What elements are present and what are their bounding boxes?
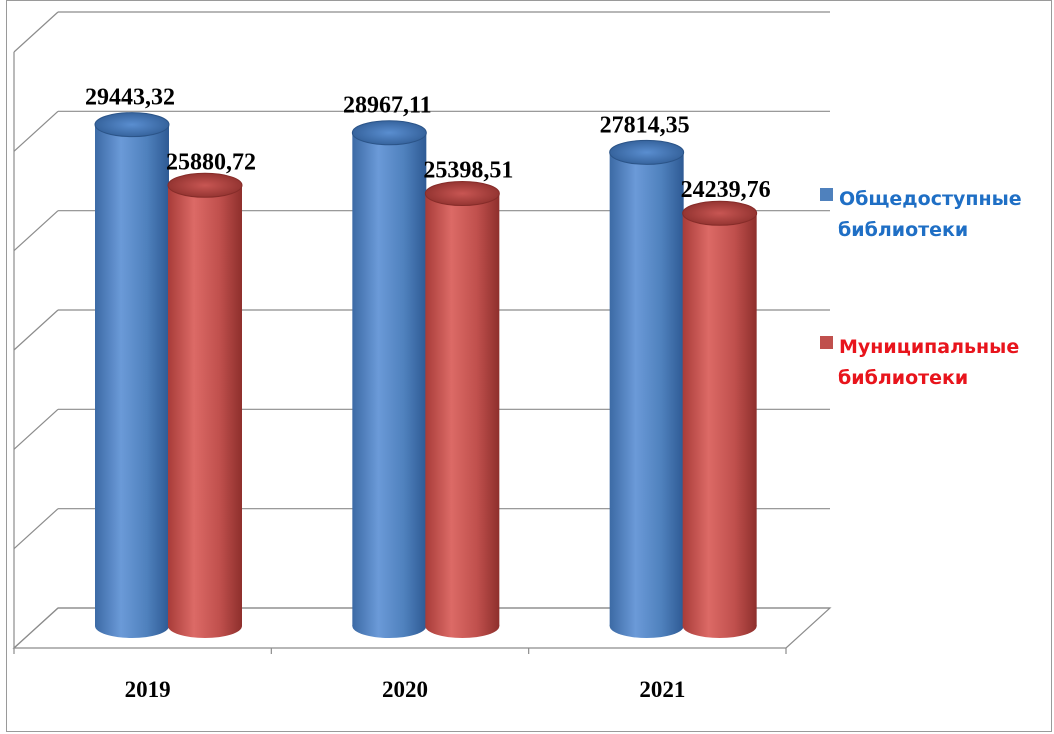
gridline-side [13, 11, 59, 53]
bars [94, 112, 758, 638]
gridline-side [13, 408, 59, 450]
legend-swatch [820, 188, 833, 201]
data-label: 24239,76 [681, 177, 771, 203]
bar-2019-public [94, 112, 170, 638]
bar-2020-public-body [352, 132, 427, 626]
category-label: 2020 [382, 677, 428, 702]
bar-2019-public-body [95, 124, 169, 627]
bar-2020-public-top [351, 120, 427, 146]
data-labels: 29443,32 25880,72 28967,11 25398,51 27814,35… [85, 85, 771, 204]
data-label: 29443,32 [85, 85, 175, 111]
bar-2020-municipal-top [424, 180, 500, 206]
category-label: 2021 [639, 677, 685, 702]
bar-2019-municipal-top [167, 172, 243, 198]
bar-2021-public-body [609, 152, 684, 626]
bar-2020-municipal-body [425, 193, 500, 626]
gridline-side [13, 210, 59, 252]
data-label: 28967,11 [343, 93, 432, 119]
bar-2019-municipal-bottom [168, 614, 242, 638]
bar-2019-public-top [94, 112, 170, 138]
bar-2021-municipal-bottom [682, 614, 757, 638]
bar-2021-public [609, 139, 685, 638]
bar-2021-public-bottom [609, 614, 684, 638]
bar-2021-municipal-top [682, 200, 758, 226]
bar-2020-public-bottom [352, 614, 427, 638]
category-labels: 2019 2020 2021 [125, 677, 686, 702]
bar-2021-municipal-body [682, 213, 757, 627]
bar-2020-municipal [424, 180, 500, 638]
data-label: 27814,35 [600, 112, 690, 138]
data-label: 25398,51 [423, 157, 513, 183]
gridline-side [13, 110, 59, 152]
category-label: 2019 [125, 677, 171, 702]
bar-2019-municipal [167, 172, 243, 638]
bar-2019-municipal-body [168, 185, 242, 626]
bar-2021-public-top [609, 139, 685, 165]
legend-label: библиотеки [838, 367, 968, 389]
legend-label: библиотеки [838, 219, 968, 241]
gridline-side [13, 508, 59, 550]
legend: Общедоступные библиотеки Муниципальные библ… [820, 188, 1022, 389]
gridline-side [13, 309, 59, 351]
bar-2021-municipal [682, 200, 758, 638]
legend-label: Муниципальные [839, 336, 1019, 358]
bar-2020-municipal-bottom [425, 614, 500, 638]
legend-label: Общедоступные [839, 188, 1022, 210]
data-label: 25880,72 [166, 149, 256, 175]
bar-2020-public [351, 120, 427, 638]
bar-2019-public-bottom [95, 614, 169, 638]
legend-swatch [820, 336, 833, 349]
